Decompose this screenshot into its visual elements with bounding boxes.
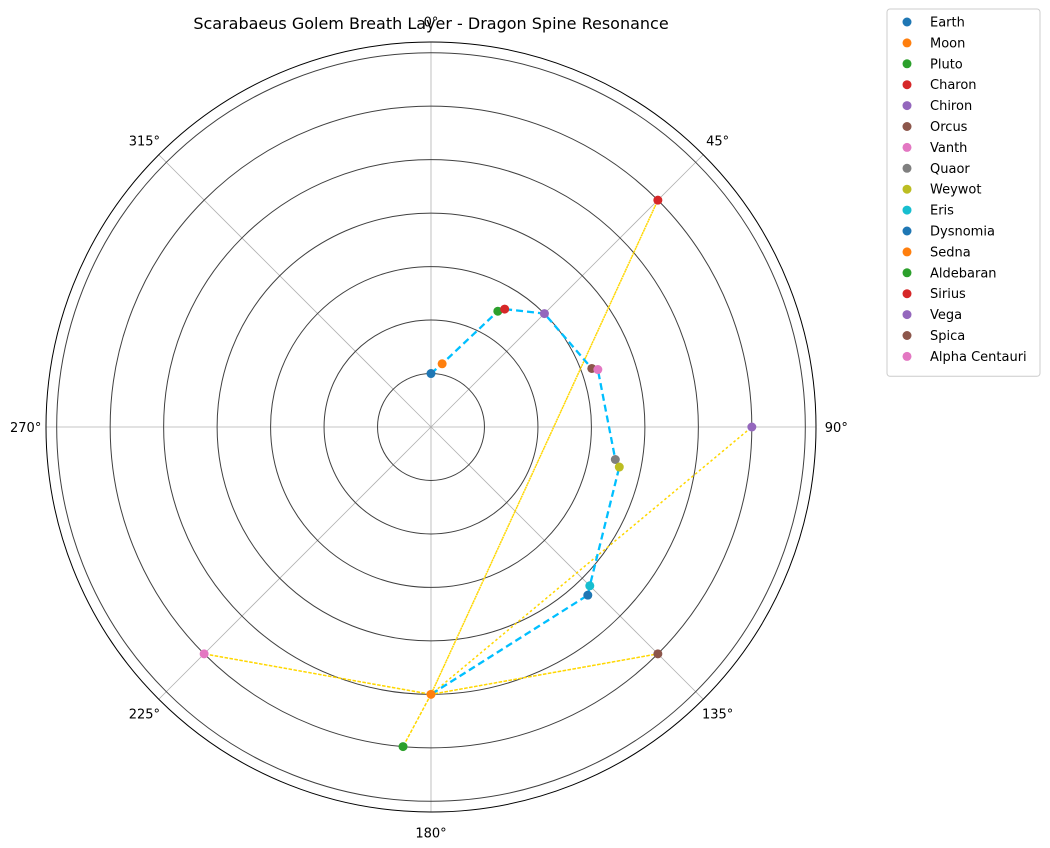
legend-label: Earth [930, 16, 965, 31]
data-point-charon [500, 304, 510, 314]
legend-marker [902, 17, 912, 27]
data-point-vega [747, 422, 757, 432]
legend-marker [902, 289, 912, 299]
legend-marker [902, 163, 912, 173]
data-point-moon [437, 359, 447, 369]
polar-spine [45, 41, 817, 813]
legend-label: Dysnomia [930, 225, 995, 240]
data-points [199, 195, 757, 752]
theta-tick-label: 45° [706, 134, 729, 149]
legend-marker [902, 59, 912, 69]
legend-marker [902, 331, 912, 340]
legend-marker [902, 38, 912, 48]
legend-label: Vanth [930, 141, 967, 156]
theta-tick-label: 225° [129, 708, 160, 723]
data-point-alpha-centauri [199, 649, 209, 659]
data-point-aldebaran [398, 742, 408, 752]
data-point-pluto [493, 306, 503, 316]
legend-marker [902, 351, 912, 361]
data-point-sirius [653, 195, 663, 205]
legend-label: Moon [930, 36, 965, 51]
legend-frame [886, 8, 1041, 377]
theta-gridline [430, 426, 704, 700]
theta-tick-label: 90° [825, 421, 848, 436]
legend-label: Eris [930, 204, 954, 219]
legend-marker [902, 80, 912, 90]
legend-label: Sirius [930, 287, 966, 302]
theta-tick-label: 0° [424, 16, 439, 31]
outer-path-line [204, 199, 753, 747]
theta-gridline [430, 154, 704, 428]
legend-marker [902, 101, 912, 111]
theta-tick-label: 135° [702, 708, 733, 723]
legend-marker [902, 226, 912, 236]
legend-label: Aldebaran [930, 266, 997, 281]
legend-marker [902, 142, 912, 152]
data-point-quaor [610, 454, 620, 464]
data-point-weywot [614, 462, 624, 472]
legend-label: Sedna [930, 245, 971, 260]
data-point-eris [585, 581, 595, 591]
r-gridline [323, 319, 539, 535]
legend-label: Quaor [930, 162, 970, 177]
legend-marker [902, 205, 912, 215]
data-point-earth [426, 369, 436, 379]
chart-title: Scarabaeus Golem Breath Layer - Dragon S… [193, 14, 668, 33]
legend-marker [902, 122, 912, 131]
legend-marker [902, 247, 912, 257]
legend-marker [902, 184, 912, 194]
theta-tick-label: 180° [415, 826, 446, 841]
legend-marker [902, 268, 912, 278]
theta-tick-label: 315° [129, 134, 160, 149]
data-point-spica [653, 649, 663, 659]
r-gridline [216, 212, 646, 642]
data-point-sedna [426, 689, 436, 699]
r-gridline [270, 266, 592, 588]
legend: Earth Moon Pluto Charon Chiron Orcus Vanth Quao… [886, 8, 1041, 377]
theta-tick-label: 270° [10, 421, 41, 436]
r-gridline [56, 52, 806, 802]
legend-label: Orcus [930, 120, 968, 135]
data-point-chiron [539, 309, 549, 319]
data-point-dysnomia [583, 590, 593, 600]
legend-marker [902, 310, 912, 320]
theta-tick-labels: 0° 45° 90° 135° 180° 225° 270° 315° [10, 16, 848, 842]
theta-gridline [158, 154, 432, 428]
legend-label: Alpha Centauri [930, 350, 1027, 365]
legend-label: Spica [930, 329, 965, 344]
legend-label: Weywot [930, 183, 981, 198]
grid-layer [45, 41, 817, 813]
data-point-vanth [593, 365, 603, 375]
legend-label: Pluto [930, 57, 963, 72]
legend-label: Vega [930, 308, 962, 323]
theta-gridline [158, 426, 432, 700]
legend-label: Charon [930, 78, 977, 93]
legend-label: Chiron [930, 99, 972, 114]
